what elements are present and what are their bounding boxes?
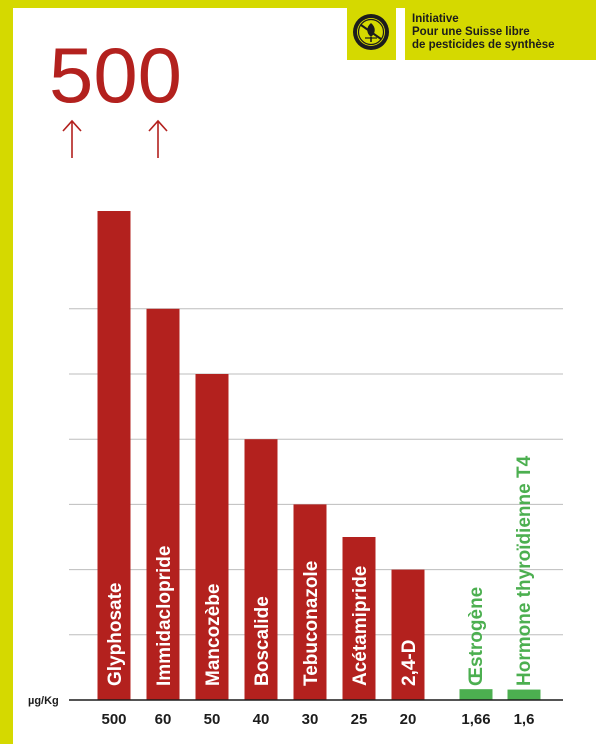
- pesticide-free-initiative-logo-icon: [353, 14, 389, 50]
- logo-box: [347, 8, 396, 60]
- category-label-stroge-ne: Œstrogène: [466, 587, 487, 686]
- category-label-ace-tamipride: Acétamipride: [350, 566, 371, 686]
- bar-glyphosate: [97, 211, 131, 700]
- brand-line-initiative: Initiative: [412, 13, 459, 25]
- bar-tebuconazole: [293, 504, 327, 700]
- value-label-boscalide: 40: [253, 711, 270, 728]
- bar-stroge-ne: [459, 689, 493, 700]
- unit-label: µg/Kg: [28, 695, 59, 707]
- bar-mancoze-be: [195, 374, 229, 700]
- initiative-title-panel: Initiative Pour une Suisse libre de pest…: [405, 8, 596, 60]
- brand-line-pour-une-suisse-libre: Pour une Suisse libre: [412, 26, 530, 38]
- category-label-immidaclopride: Immidaclopride: [154, 546, 175, 686]
- category-label-mancoze-be: Mancozèbe: [203, 584, 224, 686]
- value-label-glyphosate: 500: [101, 711, 126, 728]
- bar-2-4-d: [391, 569, 425, 700]
- value-label-immidaclopride: 60: [155, 711, 172, 728]
- value-label-tebuconazole: 30: [302, 711, 319, 728]
- category-label-boscalide: Boscalide: [252, 596, 273, 686]
- category-label-glyphosate: Glyphosate: [105, 583, 126, 686]
- frame-top-border: [0, 0, 596, 8]
- up-arrow-left-icon: [62, 119, 82, 158]
- value-label-ace-tamipride: 25: [351, 711, 368, 728]
- value-label-2-4-d: 20: [400, 711, 417, 728]
- bar-boscalide: [244, 439, 278, 700]
- category-label-2-4-d: 2,4-D: [399, 640, 420, 686]
- value-label-stroge-ne: 1,66: [461, 711, 490, 728]
- category-label-tebuconazole: Tebuconazole: [301, 561, 322, 686]
- bar-immidaclopride: [146, 308, 180, 700]
- frame-left-border: [0, 0, 13, 744]
- axis-break-value: 500: [49, 31, 182, 119]
- category-label-hormone-thyroi-dienne-t4: Hormone thyroïdienne T4: [514, 455, 535, 686]
- brand-line-de-pesticides: de pesticides de synthèse: [412, 39, 555, 51]
- value-label-hormone-thyroi-dienne-t4: 1,6: [514, 711, 535, 728]
- bar-ace-tamipride: [342, 537, 376, 700]
- value-label-mancoze-be: 50: [204, 711, 221, 728]
- up-arrow-right-icon: [148, 119, 168, 158]
- bar-hormone-thyroi-dienne-t4: [507, 689, 541, 700]
